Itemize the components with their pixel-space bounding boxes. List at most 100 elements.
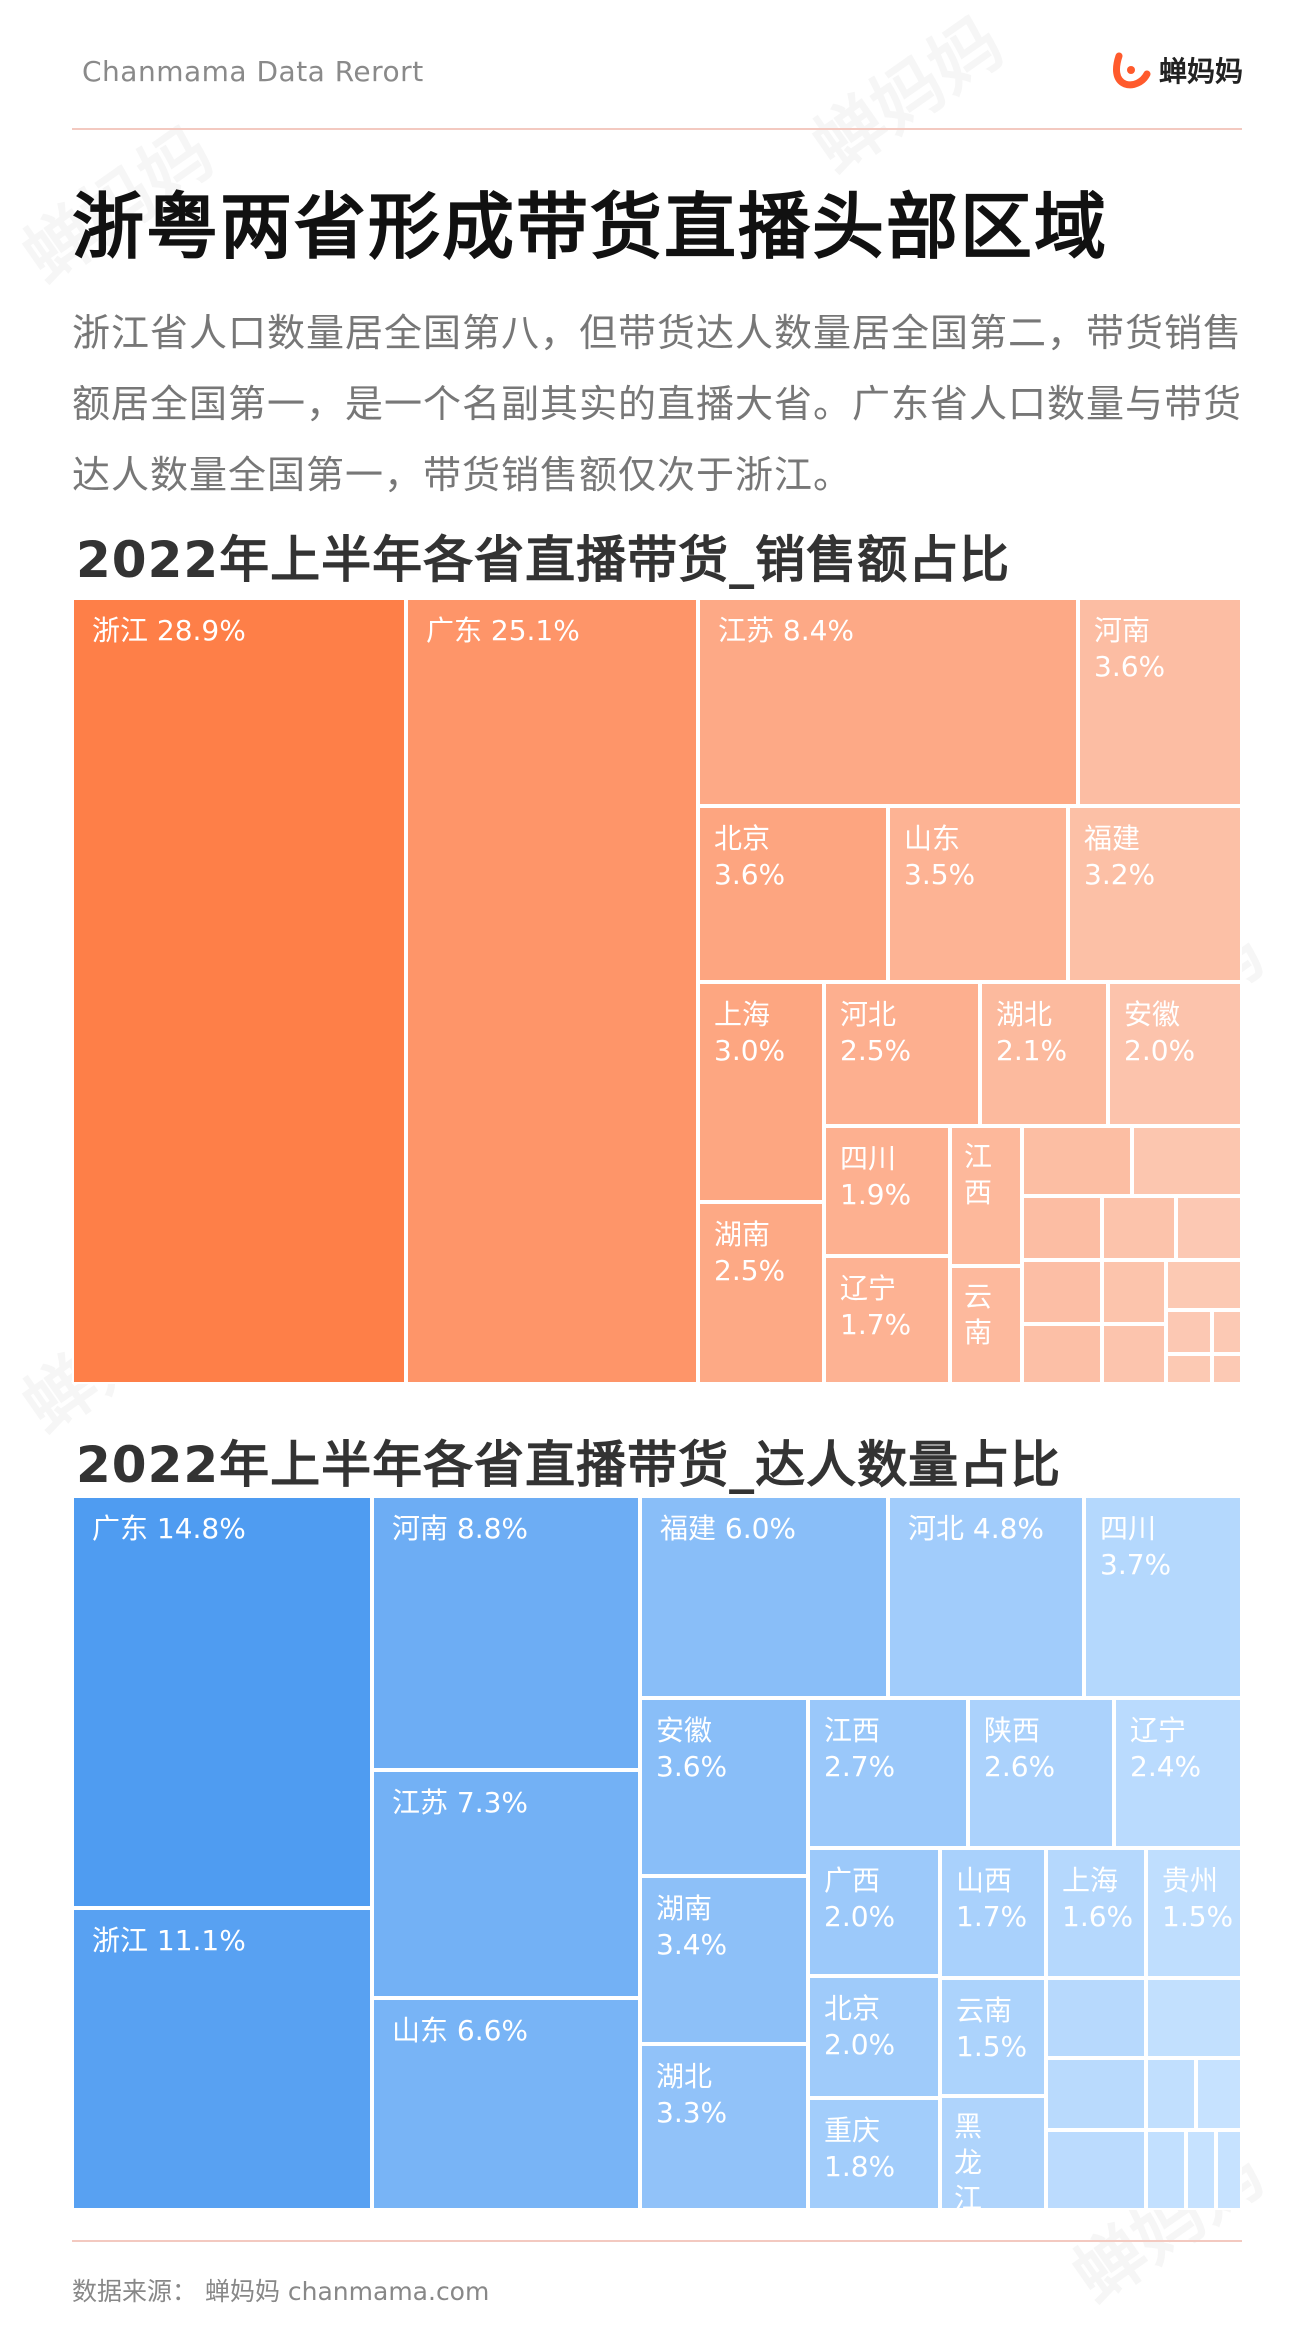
treemap-cell-minor xyxy=(1164,1352,1214,1384)
treemap-cell-1 xyxy=(72,1906,374,2210)
treemap-label: 广东 25.1% xyxy=(426,614,580,647)
treemap-label-value: 1.5% xyxy=(956,2030,1027,2063)
treemap-label-name: 江西 xyxy=(824,1714,880,1747)
page-title: 浙粤两省形成带货直播头部区域 xyxy=(72,185,1109,269)
treemap-cell-minor xyxy=(1100,1258,1168,1326)
treemap-label: 山东 6.6% xyxy=(392,2014,528,2047)
treemap-label-name: 上海 xyxy=(714,998,770,1031)
treemap-cell-5 xyxy=(886,804,1070,984)
treemap-label-name: 湖北 xyxy=(996,998,1052,1031)
source-note: 数据来源： 蝉妈妈 chanmama.com xyxy=(72,2277,490,2306)
treemap-label: 福建 6.0% xyxy=(660,1512,796,1545)
treemap-cell-6 xyxy=(886,1496,1086,1700)
treemap-label-value: 3.6% xyxy=(714,858,785,891)
treemap-cell-minor xyxy=(1174,1194,1242,1262)
treemap-label-name: 湖南 xyxy=(714,1218,770,1251)
treemap-label-name: 北京 xyxy=(714,822,770,855)
treemap-cell-minor xyxy=(1044,1976,1148,2060)
treemap-label-name: 贵州 xyxy=(1162,1864,1218,1897)
treemap-label-name: 福建 xyxy=(1084,822,1140,855)
treemap-label-char: 龙 xyxy=(954,2146,982,2179)
treemap-label-value: 3.6% xyxy=(1094,650,1165,683)
treemap-label-value: 2.0% xyxy=(824,2028,895,2061)
treemap-cell-minor xyxy=(1210,1352,1242,1384)
treemap-label: 河南 8.8% xyxy=(392,1512,528,1545)
treemap-label-value: 2.5% xyxy=(840,1034,911,1067)
treemap-label-name: 河北 xyxy=(840,998,896,1031)
treemap-label-value: 2.4% xyxy=(1130,1750,1201,1783)
treemap-cell-minor xyxy=(1164,1308,1214,1356)
treemap-label-value: 2.6% xyxy=(984,1750,1055,1783)
treemap-label-name: 四川 xyxy=(1100,1512,1156,1545)
treemap-label-char: 西 xyxy=(964,1176,992,1209)
treemap-cell-5 xyxy=(638,1496,890,1700)
treemap-label-value: 1.6% xyxy=(1062,1900,1133,1933)
treemap-label-name: 辽宁 xyxy=(1130,1714,1186,1747)
treemap-label-name: 云南 xyxy=(956,1994,1012,2027)
treemap-label-name: 上海 xyxy=(1062,1864,1118,1897)
treemap-cell-minor xyxy=(1164,1258,1242,1312)
treemap-label-char: 江 xyxy=(954,2182,982,2210)
treemap-cell-minor xyxy=(1020,1258,1104,1326)
header-divider xyxy=(72,128,1242,130)
treemap-cell-minor xyxy=(1044,2056,1148,2132)
treemap-label-name: 山东 xyxy=(904,822,960,855)
treemap-label-value: 1.9% xyxy=(840,1178,911,1211)
logo-text: 蝉妈妈 xyxy=(1158,55,1243,88)
treemap-label-char: 云 xyxy=(964,1280,992,1313)
watermark: 蝉妈妈 xyxy=(790,0,1020,192)
treemap-label-name: 河南 xyxy=(1094,614,1150,647)
treemap-label-value: 2.0% xyxy=(1124,1034,1195,1067)
treemap-label-value: 3.3% xyxy=(656,2096,727,2129)
treemap-cell-2 xyxy=(696,598,1080,808)
treemap-cell-12 xyxy=(966,1696,1116,1850)
treemap-label-char: 黑 xyxy=(954,2110,982,2143)
treemap-label-name: 安徽 xyxy=(1124,998,1180,1031)
treemap-cell-8 xyxy=(638,1696,810,1878)
treemap-label: 广东 14.8% xyxy=(92,1512,246,1545)
treemap-label-value: 2.1% xyxy=(996,1034,1067,1067)
treemap-label-value: 3.4% xyxy=(656,1928,727,1961)
treemap-label-value: 3.7% xyxy=(1100,1548,1171,1581)
treemap-label-value: 3.0% xyxy=(714,1034,785,1067)
treemap-label-name: 山西 xyxy=(956,1864,1012,1897)
logo: 蝉妈妈 xyxy=(1111,50,1243,90)
treemap-cell-minor xyxy=(1144,2128,1188,2210)
treemap-cell-minor xyxy=(1184,2128,1218,2210)
treemap-cell-minor xyxy=(1020,1322,1104,1384)
treemap-label-value: 2.5% xyxy=(714,1254,785,1287)
treemap-cell-1 xyxy=(404,598,700,1384)
treemap-cell-minor xyxy=(1130,1124,1242,1198)
treemap-label-value: 1.7% xyxy=(840,1308,911,1341)
treemap-cell-0 xyxy=(72,598,408,1384)
treemap-cell-minor xyxy=(1214,2128,1242,2210)
treemap-cell-minor xyxy=(1100,1194,1178,1262)
intro-paragraph: 浙江省人口数量居全国第八，但带货达人数量居全国第二，带货销售额居全国第一，是一个… xyxy=(72,311,1243,497)
treemap-label-name: 陕西 xyxy=(984,1714,1040,1747)
sales-treemap: 浙江 28.9% 广东 25.1% 江苏 8.4% 河南3.6%北京3.6%山东3.5… xyxy=(72,598,1242,1384)
treemap-cell-minor xyxy=(1194,2056,1242,2132)
treemap-cell-11 xyxy=(806,1696,970,1850)
treemap-label-name: 北京 xyxy=(824,1992,880,2025)
treemap-label: 浙江 11.1% xyxy=(92,1924,246,1957)
treemap-label-value: 1.8% xyxy=(824,2150,895,2183)
treemap-label-name: 重庆 xyxy=(824,2114,880,2147)
treemap-label-value: 1.5% xyxy=(1162,1900,1233,1933)
treemap-cell-2 xyxy=(370,1496,642,1772)
talent-chart-title: 2022年上半年各省直播带货_达人数量占比 xyxy=(76,1436,1062,1494)
sales-chart-title: 2022年上半年各省直播带货_销售额占比 xyxy=(76,531,1011,589)
treemap-cell-minor xyxy=(1044,2128,1148,2210)
treemap-label-value: 2.7% xyxy=(824,1750,895,1783)
brand-text: Chanmama Data Rerort xyxy=(82,55,424,88)
treemap-label-name: 辽宁 xyxy=(840,1272,896,1305)
treemap-cell-0 xyxy=(72,1496,374,1910)
treemap-cell-minor xyxy=(1020,1124,1134,1198)
treemap-cell-17 xyxy=(938,1846,1048,1980)
treemap-label: 浙江 28.9% xyxy=(92,614,246,647)
treemap-cell-13 xyxy=(822,1254,952,1384)
treemap-label-name: 广西 xyxy=(824,1864,880,1897)
talent-treemap: 广东 14.8% 浙江 11.1% 河南 8.8% 江苏 7.3% 山东 6.6% 福建 … xyxy=(72,1496,1242,2210)
chanmama-logo-icon xyxy=(1112,52,1151,89)
treemap-cell-3 xyxy=(370,1768,642,2000)
treemap-label-name: 四川 xyxy=(840,1142,896,1175)
